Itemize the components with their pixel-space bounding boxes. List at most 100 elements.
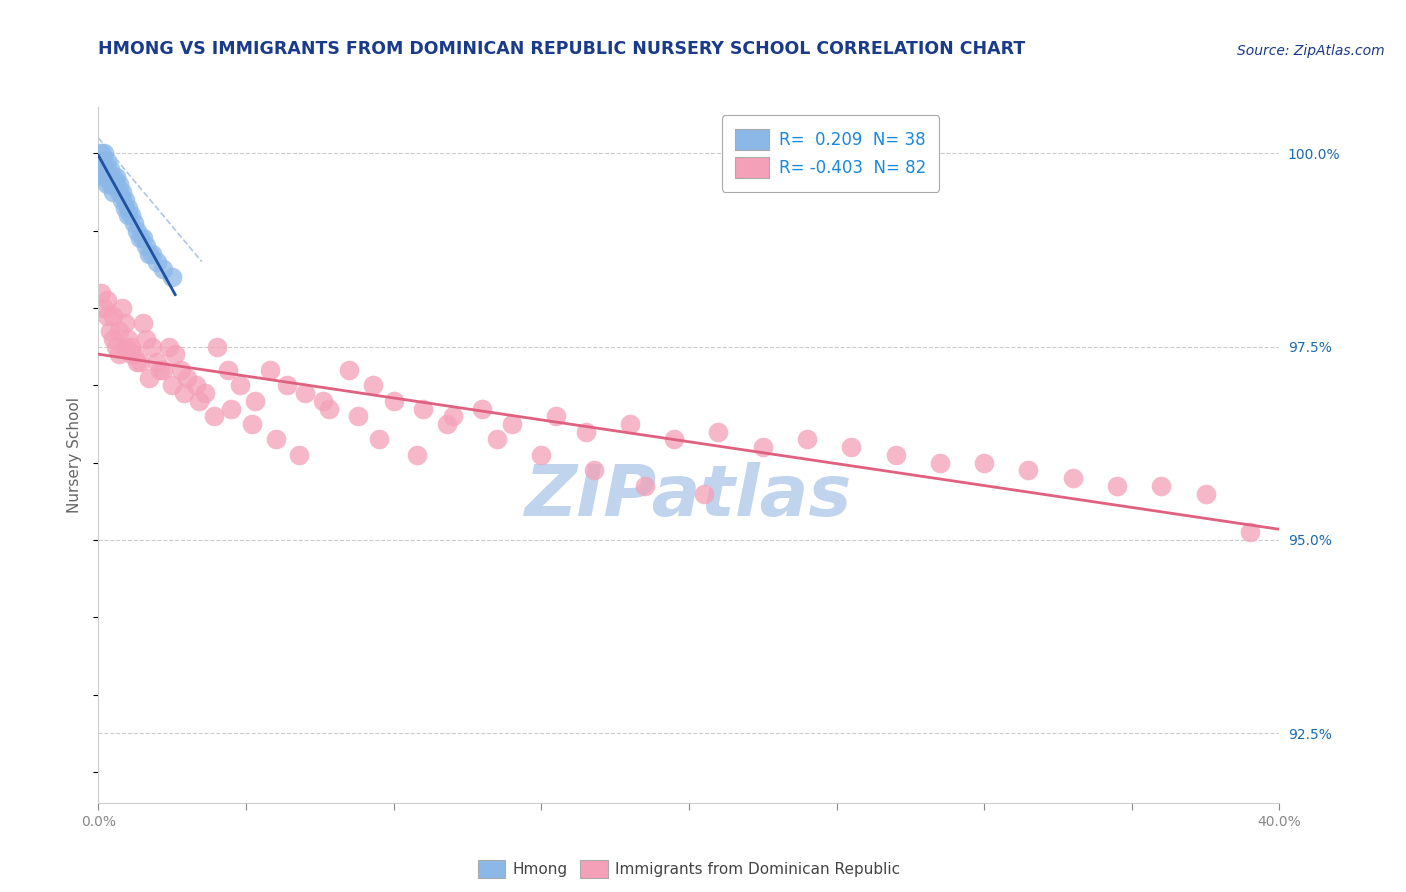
- Point: [98, 324, 121, 338]
- Point: [111, 193, 134, 207]
- Point: [108, 347, 131, 361]
- Point: [152, 262, 174, 277]
- Point: [217, 363, 239, 377]
- Point: [693, 486, 716, 500]
- Point: [406, 448, 429, 462]
- Point: [96, 293, 118, 308]
- Point: [441, 409, 464, 424]
- Point: [128, 231, 150, 245]
- Point: [96, 178, 118, 192]
- Point: [146, 355, 169, 369]
- Point: [382, 393, 405, 408]
- Point: [1062, 471, 1084, 485]
- Point: [103, 185, 125, 199]
- Point: [243, 393, 266, 408]
- Point: [122, 347, 145, 361]
- Point: [288, 448, 311, 462]
- Point: [530, 448, 553, 462]
- Point: [90, 146, 112, 161]
- Point: [471, 401, 494, 416]
- Point: [108, 178, 131, 192]
- Point: [96, 154, 118, 169]
- Point: [546, 409, 568, 424]
- Point: [117, 332, 139, 346]
- Point: [120, 208, 142, 222]
- Point: [501, 417, 523, 431]
- Point: [240, 417, 263, 431]
- Text: Source: ZipAtlas.com: Source: ZipAtlas.com: [1237, 44, 1385, 58]
- Point: [884, 448, 907, 462]
- Point: [138, 247, 160, 261]
- Point: [146, 254, 169, 268]
- Point: [108, 324, 131, 338]
- Point: [96, 169, 118, 184]
- Point: [574, 425, 596, 439]
- Point: [96, 309, 118, 323]
- Point: [184, 378, 207, 392]
- Point: [165, 347, 187, 361]
- Point: [90, 285, 112, 300]
- Point: [149, 363, 172, 377]
- Text: HMONG VS IMMIGRANTS FROM DOMINICAN REPUBLIC NURSERY SCHOOL CORRELATION CHART: HMONG VS IMMIGRANTS FROM DOMINICAN REPUB…: [98, 40, 1025, 58]
- Point: [633, 479, 655, 493]
- Point: [93, 154, 115, 169]
- Point: [619, 417, 641, 431]
- Point: [96, 161, 118, 176]
- Point: [294, 386, 316, 401]
- Point: [841, 440, 863, 454]
- Point: [132, 231, 155, 245]
- Point: [202, 409, 225, 424]
- Point: [125, 355, 148, 369]
- Point: [111, 185, 134, 199]
- Point: [339, 363, 360, 377]
- Point: [276, 378, 298, 392]
- Point: [318, 401, 340, 416]
- Point: [103, 169, 125, 184]
- Point: [114, 317, 136, 331]
- Point: [707, 425, 730, 439]
- Point: [194, 386, 217, 401]
- Point: [173, 386, 195, 401]
- Point: [117, 208, 139, 222]
- Point: [103, 309, 125, 323]
- Point: [125, 224, 148, 238]
- Point: [120, 347, 142, 361]
- Point: [93, 161, 115, 176]
- Point: [108, 185, 131, 199]
- Y-axis label: Nursery School: Nursery School: [67, 397, 83, 513]
- Point: [98, 161, 121, 176]
- Point: [141, 340, 163, 354]
- Point: [93, 301, 115, 315]
- Point: [103, 332, 125, 346]
- Point: [368, 433, 391, 447]
- Point: [105, 169, 128, 184]
- Point: [928, 456, 950, 470]
- Point: [105, 178, 128, 192]
- Point: [90, 161, 112, 176]
- Text: ZIPatlas: ZIPatlas: [526, 462, 852, 531]
- Point: [162, 270, 183, 285]
- Point: [114, 340, 136, 354]
- Point: [312, 393, 335, 408]
- Point: [90, 154, 112, 169]
- Point: [138, 370, 160, 384]
- Legend: Hmong, Immigrants from Dominican Republic: Hmong, Immigrants from Dominican Republi…: [470, 853, 908, 886]
- Point: [1239, 525, 1261, 540]
- Point: [187, 393, 209, 408]
- Point: [664, 433, 686, 447]
- Point: [93, 169, 115, 184]
- Point: [751, 440, 773, 454]
- Point: [1017, 463, 1039, 477]
- Point: [122, 216, 145, 230]
- Point: [176, 370, 198, 384]
- Point: [796, 433, 818, 447]
- Point: [205, 340, 228, 354]
- Point: [157, 340, 180, 354]
- Point: [103, 178, 125, 192]
- Point: [973, 456, 995, 470]
- Point: [98, 169, 121, 184]
- Point: [135, 332, 157, 346]
- Point: [114, 193, 136, 207]
- Point: [436, 417, 458, 431]
- Point: [170, 363, 193, 377]
